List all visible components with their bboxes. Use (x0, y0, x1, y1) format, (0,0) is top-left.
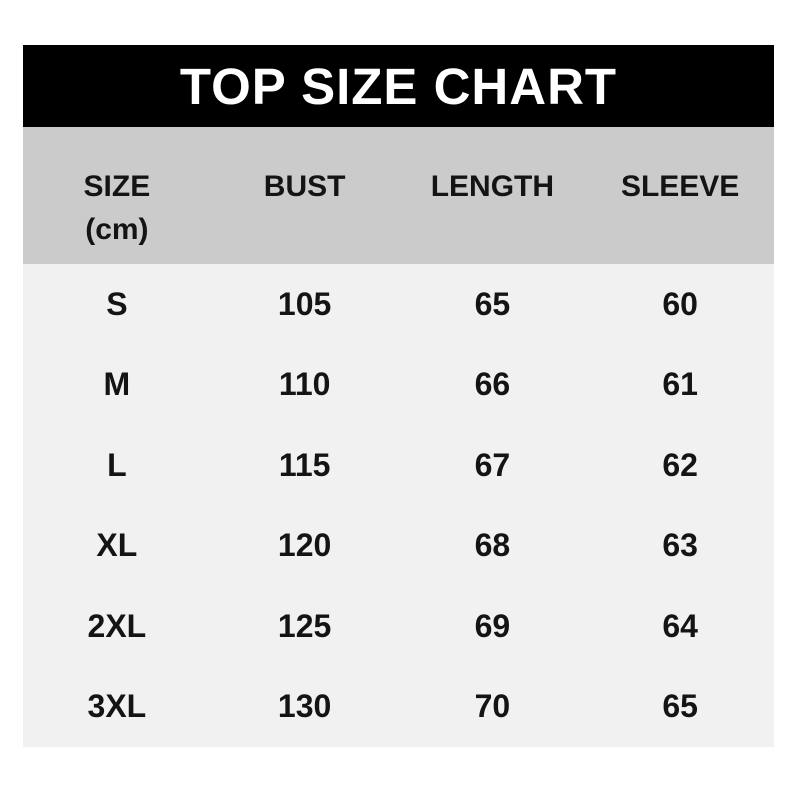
column-header-bust: BUST (211, 127, 399, 264)
table-row-l: L 115 67 62 (23, 425, 774, 506)
table-row-s: S 105 65 60 (23, 264, 774, 345)
cell-sleeve: 63 (662, 527, 698, 564)
table-row-xl: XL 120 68 63 (23, 506, 774, 587)
cell-bust: 115 (278, 446, 331, 483)
cell-size: S (106, 285, 128, 322)
cell-bust: 120 (277, 527, 332, 564)
cell-length: 67 (474, 446, 511, 483)
cell-length: 68 (474, 527, 511, 564)
cell-size: 3XL (87, 688, 147, 725)
table-header-row: SIZE (cm) BUST LENGTH SLEEVE (23, 127, 774, 264)
column-header-size: SIZE (cm) (23, 127, 211, 264)
table-row-m: M 110 66 61 (23, 345, 774, 426)
column-header-sleeve: SLEEVE (586, 127, 774, 264)
cell-sleeve: 60 (662, 285, 698, 322)
cell-sleeve: 62 (662, 446, 698, 483)
column-header-sleeve-label: SLEEVE (620, 170, 740, 203)
cell-sleeve: 61 (662, 366, 698, 403)
cell-sleeve: 65 (662, 688, 698, 725)
cell-length: 69 (474, 607, 511, 644)
cell-bust: 105 (277, 285, 332, 322)
cell-length: 70 (474, 688, 511, 725)
table-body: S 105 65 60 M 110 66 61 L 115 67 62 XL 1… (23, 264, 774, 747)
title-bar: TOP SIZE CHART (23, 45, 774, 127)
cell-bust: 125 (277, 607, 332, 644)
cell-size: XL (96, 527, 138, 564)
column-header-bust-label: BUST (263, 170, 346, 203)
column-header-length-label: LENGTH (430, 170, 555, 203)
page-title: TOP SIZE CHART (179, 57, 618, 115)
column-header-size-unit: (cm) (85, 213, 149, 246)
table-row-3xl: 3XL 130 70 65 (23, 667, 774, 748)
table-row-2xl: 2XL 125 69 64 (23, 586, 774, 667)
cell-size: L (107, 446, 127, 483)
column-header-size-label: SIZE (83, 170, 151, 203)
size-chart: TOP SIZE CHART SIZE (cm) BUST LENGTH SLE… (23, 45, 774, 747)
cell-size: 2XL (87, 607, 147, 644)
column-header-length: LENGTH (399, 127, 587, 264)
cell-bust: 130 (277, 688, 332, 725)
cell-length: 66 (474, 366, 511, 403)
cell-size: M (103, 366, 131, 403)
cell-length: 65 (474, 285, 511, 322)
cell-sleeve: 64 (662, 607, 698, 644)
cell-bust: 110 (278, 366, 331, 403)
